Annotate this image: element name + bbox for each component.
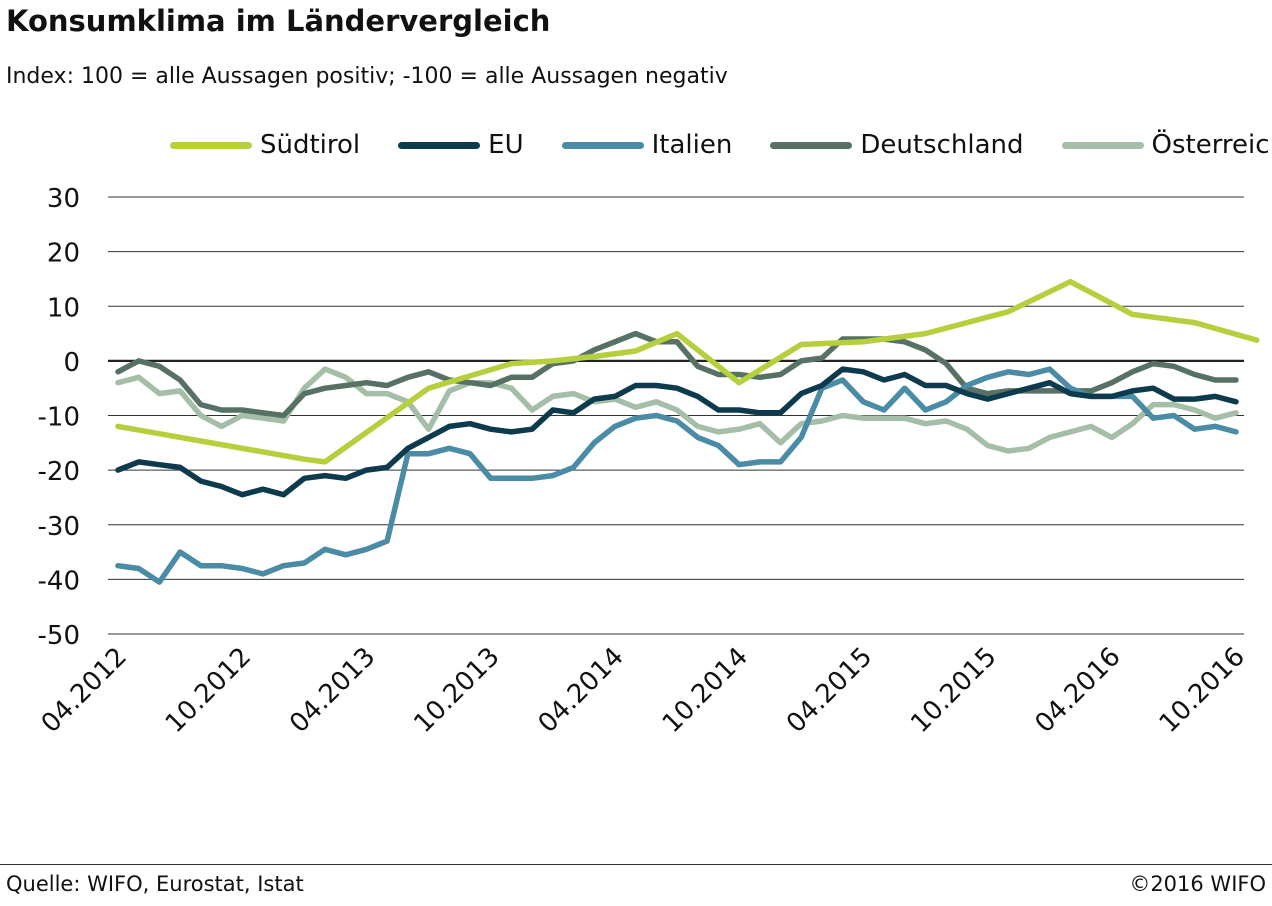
series-line-deutschland (115, 330, 1239, 419)
x-tick-label: 04.2013 (284, 642, 381, 739)
source-note: Quelle: WIFO, Eurostat, Istat (6, 872, 304, 896)
x-tick-label: 10.2012 (160, 642, 257, 739)
chart-title: Konsumklima im Ländervergleich (6, 4, 551, 38)
legend-label-oesterreich: Österreich (1151, 130, 1272, 160)
x-tick-label: 04.2012 (36, 642, 133, 739)
legend-label-suedtirol: Südtirol (260, 130, 361, 160)
legend-swatch-italien (561, 141, 644, 149)
series-line-suedtirol (115, 278, 1260, 465)
legend-label-deutschland: Deutschland (860, 130, 1024, 160)
legend-swatch-deutschland (770, 141, 853, 149)
legend-item-suedtirol: Südtirol (170, 130, 360, 160)
legend-swatch-oesterreich (1061, 141, 1144, 149)
x-tick-label: 10.2014 (657, 642, 754, 739)
y-tick-label: 30 (47, 184, 80, 214)
legend-label-eu: EU (488, 130, 524, 160)
legend-item-deutschland: Deutschland (770, 130, 1024, 160)
x-tick-label: 10.2013 (408, 642, 505, 739)
chart-subtitle: Index: 100 = alle Aussagen positiv; -100… (6, 64, 728, 89)
legend-swatch-suedtirol (170, 141, 252, 149)
series-line-italien (115, 366, 1239, 585)
series-line-eu (115, 366, 1239, 498)
legend-swatch-eu (398, 141, 481, 149)
x-tick-label: 04.2015 (781, 642, 878, 739)
legend-item-eu: EU (398, 130, 524, 160)
legend-item-oesterreich: Österreich (1061, 130, 1272, 160)
y-tick-label: 0 (63, 348, 80, 378)
x-tick-label: 04.2016 (1029, 642, 1126, 739)
footer-divider (0, 864, 1272, 865)
series-line-oesterreich (115, 366, 1239, 454)
y-tick-label: -20 (38, 457, 80, 487)
y-tick-label: -50 (38, 621, 80, 651)
legend-item-italien: Italien (561, 130, 733, 160)
y-tick-label: -30 (38, 512, 80, 542)
y-tick-label: 10 (47, 293, 80, 323)
legend-label-italien: Italien (651, 130, 733, 160)
y-tick-label: -10 (38, 403, 80, 433)
y-tick-label: -40 (38, 566, 80, 596)
x-tick-label: 04.2014 (533, 642, 630, 739)
copyright-note: ©2016 WIFO (1129, 872, 1266, 896)
x-tick-label: 10.2016 (1154, 642, 1251, 739)
y-tick-label: 20 (47, 239, 80, 269)
chart-legend: Südtirol EU Italien Deutschland Österrei… (170, 130, 1272, 160)
x-tick-label: 10.2015 (905, 642, 1002, 739)
